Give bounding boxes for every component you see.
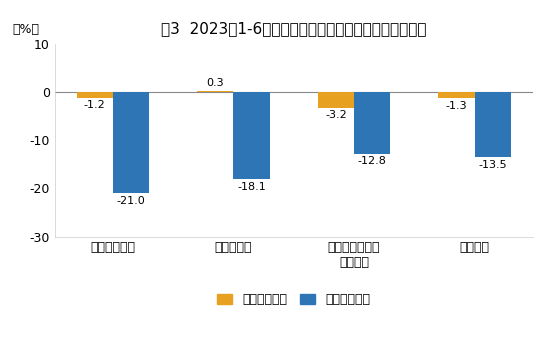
Bar bbox=[113, 92, 149, 193]
Bar bbox=[475, 92, 511, 157]
Text: -21.0: -21.0 bbox=[116, 196, 145, 206]
Text: -1.2: -1.2 bbox=[84, 100, 105, 110]
Bar bbox=[233, 92, 270, 179]
Bar bbox=[354, 92, 390, 154]
Bar bbox=[318, 92, 354, 107]
Text: 0.3: 0.3 bbox=[206, 78, 224, 88]
Title: 图3  2023年1-6月份分经济类型营业收入与利润总额增速: 图3 2023年1-6月份分经济类型营业收入与利润总额增速 bbox=[161, 21, 427, 36]
Text: （%）: （%） bbox=[12, 23, 39, 36]
Bar bbox=[439, 92, 475, 98]
Text: -1.3: -1.3 bbox=[446, 101, 467, 111]
Bar bbox=[197, 91, 233, 92]
Legend: 营业收入增速, 利润总额增速: 营业收入增速, 利润总额增速 bbox=[212, 288, 375, 311]
Text: -3.2: -3.2 bbox=[325, 110, 347, 120]
Bar bbox=[77, 92, 113, 98]
Text: -13.5: -13.5 bbox=[478, 160, 507, 170]
Text: -18.1: -18.1 bbox=[237, 182, 266, 192]
Text: -12.8: -12.8 bbox=[358, 156, 386, 166]
